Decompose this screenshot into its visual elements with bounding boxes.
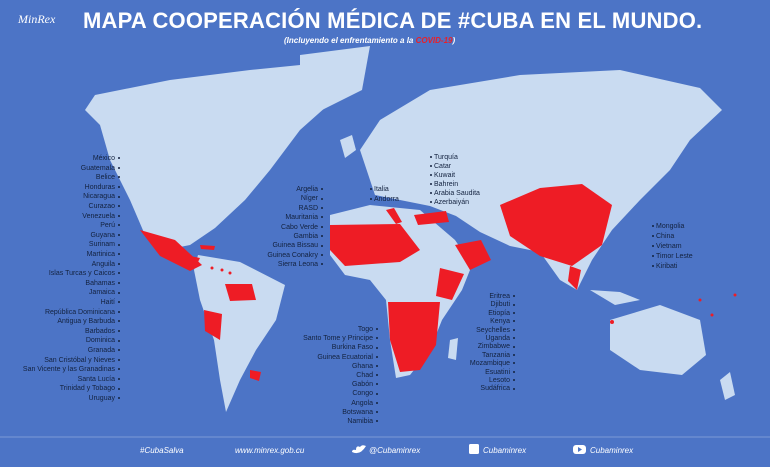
country-label: Gabón <box>352 381 378 389</box>
country-label: Timor Leste <box>652 253 693 261</box>
footer-twitter[interactable]: @Cubaminrex <box>369 446 421 455</box>
country-label: Guinea Bissau <box>272 242 323 250</box>
country-label: Guinea Ecuatorial <box>317 354 378 362</box>
country-label: RASD <box>299 205 323 213</box>
country-label: Esuatini <box>485 369 515 377</box>
country-label: Jamaica <box>89 289 120 297</box>
country-label: Togo <box>358 326 378 334</box>
country-label: Surinam <box>89 241 120 249</box>
country-label: Bahamas <box>85 280 120 288</box>
country-label: Azerbaiyán <box>430 199 469 207</box>
country-label: Mauritania <box>285 214 323 222</box>
country-label: Zimbabwe <box>478 343 515 351</box>
twitter-icon <box>352 445 366 454</box>
country-label: Seychelles <box>476 327 515 335</box>
country-label: Arabia Saudita <box>430 190 480 198</box>
country-label: Eritrea <box>489 293 515 301</box>
country-label: Dominica <box>86 337 120 345</box>
country-label: Anguila <box>92 261 120 269</box>
country-label: Tanzania <box>482 352 515 360</box>
country-label: Uganda <box>485 335 515 343</box>
country-label: San Cristóbal y Nieves <box>44 357 120 365</box>
country-label: Kuwait <box>430 172 455 180</box>
facebook-icon <box>469 444 479 454</box>
country-label: Argelia <box>296 186 323 194</box>
subtitle: (Incluyendo el enfrentamiento a la COVID… <box>284 36 455 45</box>
country-label: Barbados <box>85 328 120 336</box>
country-label: Vietnam <box>652 243 682 251</box>
footer-website[interactable]: www.minrex.gob.cu <box>235 446 305 455</box>
country-label: Islas Turcas y Caicos <box>49 270 120 278</box>
country-label: Catar <box>430 163 451 171</box>
subtitle-prefix: (Incluyendo el enfrentamiento a la <box>284 36 414 45</box>
country-label: San Vicente y las Granadinas <box>23 366 120 374</box>
country-label: Santo Tome y Principe <box>303 335 378 343</box>
country-label: Perú <box>100 222 120 230</box>
country-label: Sierra Leona <box>278 261 323 269</box>
footer-facebook[interactable]: Cubaminrex <box>483 446 527 455</box>
country-label: Curazao <box>89 203 120 211</box>
title: MAPA COOPERACIÓN MÉDICA DE #CUBA EN EL M… <box>83 8 703 33</box>
country-label: Djibuti <box>491 301 515 309</box>
country-label: Chad <box>356 372 378 380</box>
country-label: Nicaragua <box>83 193 120 201</box>
country-label: Kenya <box>490 318 515 326</box>
country-label: Níger <box>301 195 323 203</box>
country-label: Mozambique <box>470 360 515 368</box>
subtitle-suffix: ) <box>452 36 456 45</box>
country-label: Botswana <box>342 409 378 417</box>
continents <box>85 46 735 412</box>
footer-hashtag: #CubaSalva <box>140 446 184 455</box>
country-label: Venezuela <box>82 213 120 221</box>
country-label: Belice <box>96 174 120 182</box>
country-label: México <box>93 155 120 163</box>
country-label: Trinidad y Tobago <box>60 385 120 393</box>
country-label: Guinea Conakry <box>267 252 323 260</box>
country-label: Antigua y Barbuda <box>57 318 120 326</box>
country-label: Mongolia <box>652 223 684 231</box>
country-label: Gambia <box>293 233 323 241</box>
country-label: Granada <box>88 347 120 355</box>
country-label: Uruguay <box>89 395 120 403</box>
country-label: Cabo Verde <box>281 224 323 232</box>
country-label: Etiopía <box>488 310 515 318</box>
country-label: Kiribati <box>652 263 677 271</box>
country-label: Santa Lucía <box>78 376 120 384</box>
country-label: República Dominicana <box>45 309 120 317</box>
country-label: Bahrein <box>430 181 458 189</box>
subtitle-highlight: COVID-19 <box>415 36 453 45</box>
country-label: Namibia <box>347 418 378 426</box>
country-label: Guatemala <box>81 165 120 173</box>
country-label: Martinica <box>87 251 120 259</box>
cooperation-countries <box>140 184 737 381</box>
logo: MinRex <box>18 12 56 26</box>
country-label: China <box>652 233 674 241</box>
country-label: Lesoto <box>489 377 515 385</box>
youtube-play <box>578 447 582 452</box>
footer-youtube[interactable]: Cubaminrex <box>590 446 634 455</box>
country-label: Honduras <box>85 184 120 192</box>
country-label: Turquía <box>430 154 458 162</box>
country-label: Congo <box>352 390 378 398</box>
country-label: Haití <box>101 299 120 307</box>
country-label: Ghana <box>352 363 378 371</box>
country-label: Andorra <box>370 196 399 204</box>
country-label: Angola <box>351 400 378 408</box>
country-label: Guyana <box>90 232 120 240</box>
country-label: Italia <box>370 186 389 194</box>
country-label: Burkina Faso <box>332 344 378 352</box>
country-label: Sudáfrica <box>480 385 515 393</box>
